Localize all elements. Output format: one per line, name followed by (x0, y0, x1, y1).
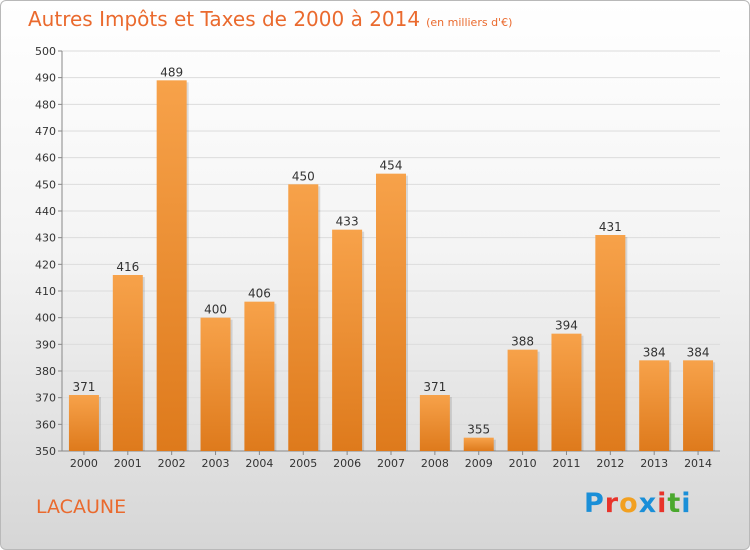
bar-2006 (332, 229, 363, 451)
proxiti-logo: Proxiti (584, 488, 692, 519)
bar-2010 (507, 349, 538, 451)
logo-letter: i (681, 488, 692, 519)
y-tick-label: 350 (35, 445, 56, 458)
data-label: 433 (336, 215, 359, 229)
logo-letter: o (619, 488, 639, 519)
data-label: 406 (248, 287, 271, 301)
data-label: 371 (72, 380, 95, 394)
x-tick-label: 2005 (289, 457, 317, 470)
data-label: 355 (467, 423, 490, 437)
bar-2013 (639, 360, 670, 451)
logo-letter: i (657, 488, 668, 519)
y-tick-label: 460 (35, 152, 56, 165)
y-tick-label: 490 (35, 72, 56, 85)
bar-2008 (419, 395, 450, 451)
x-tick-label: 2006 (333, 457, 361, 470)
chart-title-text: Autres Impôts et Taxes de 2000 à 2014 (28, 7, 421, 31)
data-label: 394 (555, 319, 578, 333)
chart-title: Autres Impôts et Taxes de 2000 à 2014 (en… (28, 7, 512, 31)
logo-letter: t (667, 488, 682, 519)
data-label: 400 (204, 303, 227, 317)
y-tick-label: 420 (35, 258, 56, 271)
bar-2007 (376, 173, 406, 451)
bar-2012 (595, 235, 626, 451)
data-label: 388 (511, 335, 534, 349)
data-label: 416 (116, 260, 139, 274)
data-label: 384 (687, 345, 710, 359)
y-tick-label: 440 (35, 205, 56, 218)
bar-2000 (68, 395, 99, 451)
x-tick-label: 2010 (509, 457, 537, 470)
bar-2003 (200, 317, 231, 451)
logo-letter: r (604, 488, 620, 519)
x-tick-label: 2013 (640, 457, 668, 470)
data-label: 384 (643, 345, 666, 359)
bar-2014 (683, 360, 714, 451)
y-tick-label: 470 (35, 125, 56, 138)
y-tick-label: 370 (35, 392, 56, 405)
data-label: 454 (380, 159, 403, 173)
y-tick-label: 450 (35, 178, 56, 191)
x-tick-label: 2004 (245, 457, 273, 470)
bar-2004 (244, 301, 275, 451)
place-label: LACAUNE (36, 496, 127, 518)
x-tick-label: 2012 (596, 457, 624, 470)
y-tick-label: 360 (35, 418, 56, 431)
bar-2005 (288, 184, 319, 452)
x-tick-label: 2011 (552, 457, 580, 470)
y-tick-label: 380 (35, 365, 56, 378)
y-tick-label: 480 (35, 98, 56, 111)
data-label: 371 (423, 380, 446, 394)
logo-letter: x (638, 488, 658, 519)
bar-2002 (156, 80, 187, 451)
bar-2009 (463, 437, 494, 451)
bar-2001 (112, 275, 143, 451)
x-tick-label: 2001 (114, 457, 142, 470)
x-tick-label: 2000 (70, 457, 98, 470)
chart-subtitle: (en milliers d'€) (426, 16, 513, 29)
x-tick-label: 2009 (465, 457, 493, 470)
bar-2011 (551, 333, 582, 451)
x-tick-label: 2002 (158, 457, 186, 470)
data-label: 431 (599, 220, 622, 234)
logo-letter: P (584, 488, 605, 519)
x-tick-label: 2008 (421, 457, 449, 470)
y-tick-label: 500 (35, 45, 56, 58)
x-tick-label: 2007 (377, 457, 405, 470)
data-label: 450 (292, 169, 315, 183)
y-tick-label: 430 (35, 232, 56, 245)
y-tick-label: 390 (35, 338, 56, 351)
x-tick-label: 2014 (684, 457, 712, 470)
data-label: 489 (160, 65, 183, 79)
y-tick-label: 410 (35, 285, 56, 298)
y-tick-label: 400 (35, 312, 56, 325)
x-tick-label: 2003 (202, 457, 230, 470)
